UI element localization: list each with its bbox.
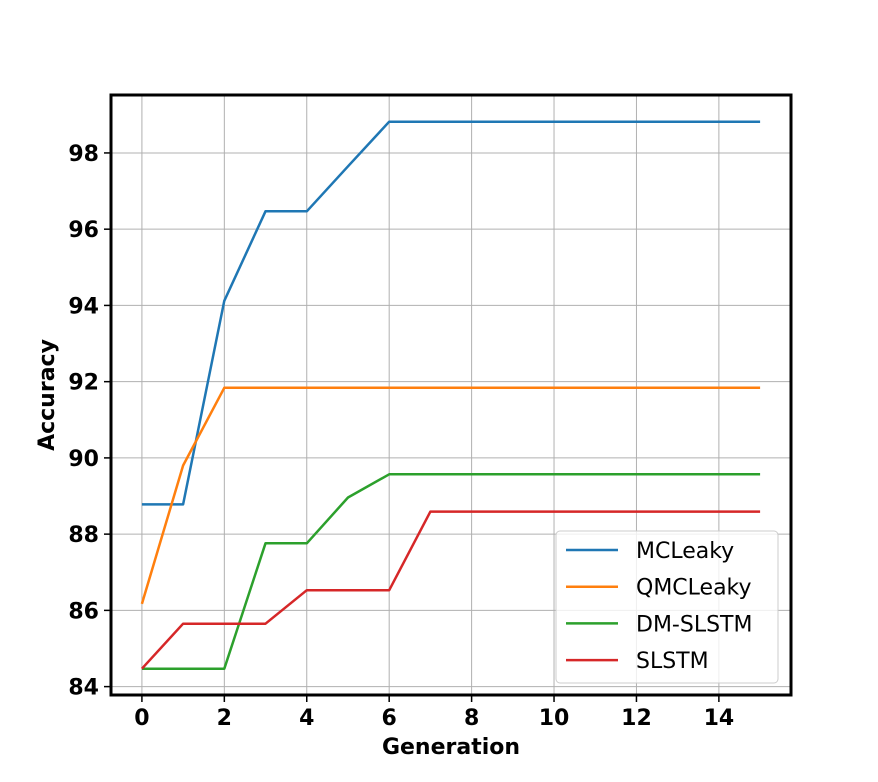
y-axis-ticks: 84 86 88 90 92 94 96 98 — [68, 142, 111, 701]
x-tick-label: 0 — [134, 706, 149, 731]
series-line-slstm — [140, 510, 761, 670]
x-axis-label: Generation — [382, 735, 520, 760]
legend: MCLeaky QMCLeaky DM-SLSTM SLSTM — [555, 530, 779, 684]
legend-items: MCLeaky QMCLeaky DM-SLSTM SLSTM — [566, 539, 752, 674]
y-axis-label: Accuracy — [35, 339, 60, 451]
y-tick-label: 86 — [68, 599, 99, 624]
legend-label: DM-SLSTM — [636, 612, 752, 637]
y-tick-label: 84 — [68, 676, 99, 701]
legend-item-qmcleaky: QMCLeaky — [566, 576, 752, 601]
legend-label: SLSTM — [636, 649, 709, 674]
legend-item-mcleaky: MCLeaky — [566, 539, 734, 564]
x-tick-label: 8 — [464, 706, 479, 731]
legend-label: MCLeaky — [636, 539, 734, 564]
legend-box — [555, 530, 779, 684]
series-line-dm-slstm — [141, 473, 761, 670]
x-tick-label: 14 — [704, 706, 735, 731]
x-tick-label: 4 — [299, 706, 314, 731]
x-tick-label: 6 — [382, 706, 397, 731]
x-tick-label: 12 — [621, 706, 652, 731]
series-line-qmcleaky — [140, 386, 761, 605]
y-tick-label: 96 — [68, 218, 99, 243]
y-tick-label: 98 — [68, 142, 99, 167]
legend-label: QMCLeaky — [636, 576, 752, 601]
legend-item-slstm: SLSTM — [566, 649, 709, 674]
y-tick-label: 92 — [68, 371, 99, 396]
x-tick-label: 2 — [217, 706, 232, 731]
x-axis-ticks: 0 2 4 6 8 10 12 14 — [134, 695, 734, 731]
y-tick-label: 90 — [68, 447, 99, 472]
legend-item-dm-slstm: DM-SLSTM — [566, 612, 752, 637]
series-lines — [140, 120, 761, 670]
grid — [111, 95, 791, 695]
series-line-mcleaky — [141, 120, 761, 506]
plot-frame — [109, 93, 793, 697]
y-tick-label: 88 — [68, 523, 99, 548]
y-tick-label: 94 — [68, 294, 99, 319]
x-tick-label: 10 — [539, 706, 570, 731]
